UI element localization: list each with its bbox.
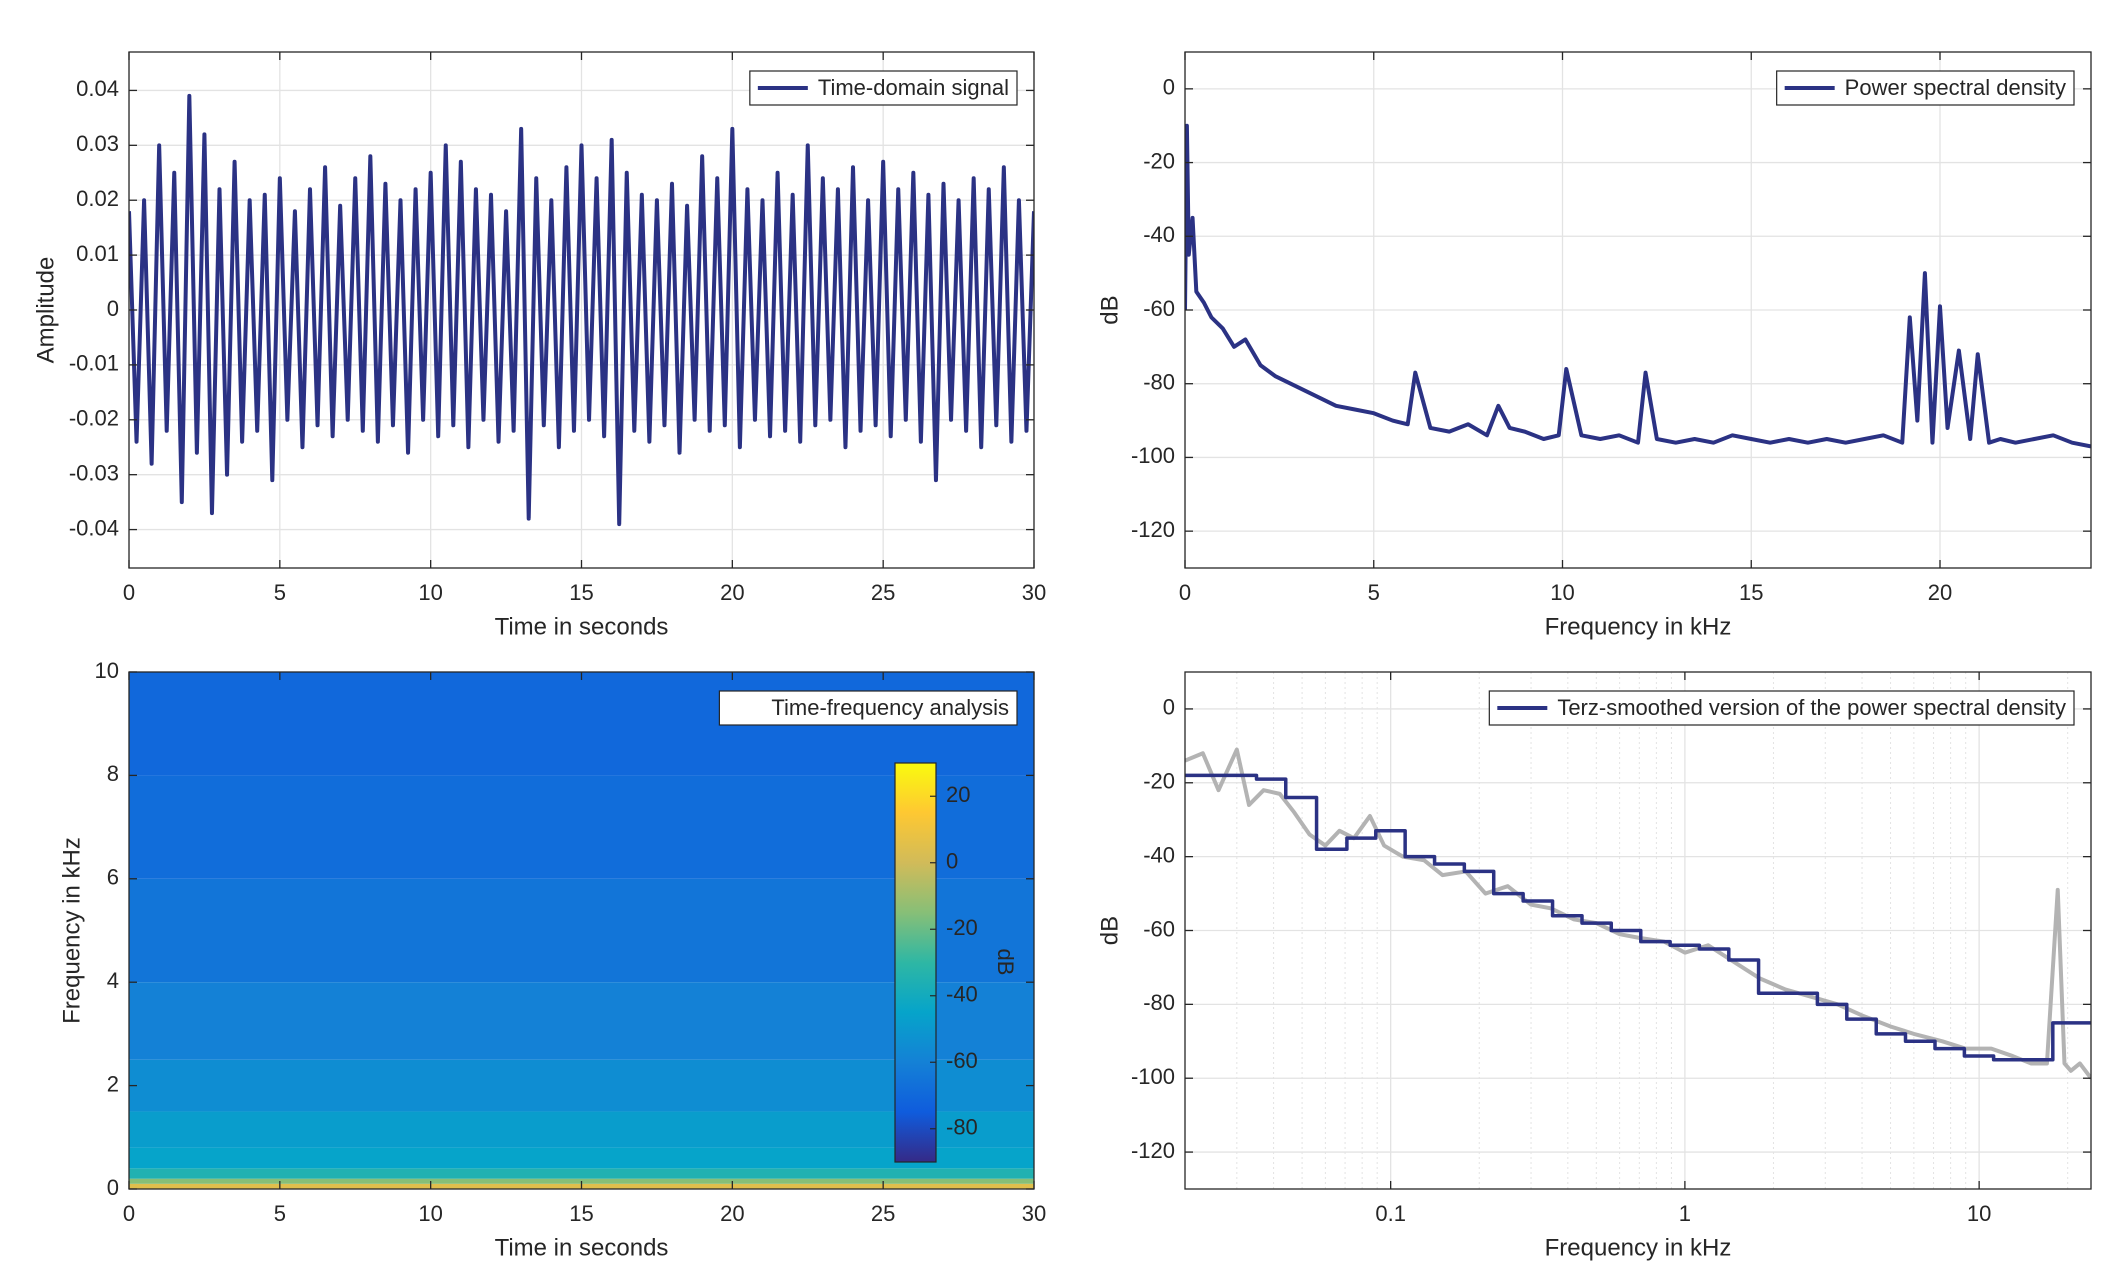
- heatmap-cell: [129, 878, 1034, 983]
- y-tick-label: -80: [1143, 370, 1175, 395]
- y-tick-label: -40: [1143, 222, 1175, 247]
- colorbar-tick-label: -80: [946, 1115, 978, 1140]
- x-tick-label: 10: [418, 580, 442, 605]
- y-tick-label: -100: [1131, 1064, 1175, 1089]
- colorbar-tick-label: -40: [946, 982, 978, 1007]
- x-tick-label: 20: [720, 580, 744, 605]
- y-tick-label: -40: [1143, 842, 1175, 867]
- plot-content: [1185, 672, 2091, 1189]
- colorbar-tick-label: -60: [946, 1048, 978, 1073]
- x-axis-label: Time in seconds: [495, 1234, 669, 1261]
- plot-content: [129, 672, 1034, 1189]
- y-axis-label: Frequency in kHz: [58, 837, 85, 1024]
- legend-box: [718, 690, 1018, 726]
- data-line: [1185, 773, 2091, 1062]
- y-tick-label: 4: [107, 968, 119, 993]
- y-tick-label: 10: [95, 658, 119, 683]
- x-tick-label: 10: [418, 1201, 442, 1226]
- y-tick-label: 0.03: [76, 131, 119, 156]
- y-axis-label: dB: [1096, 295, 1123, 324]
- y-axis-label: Amplitude: [32, 257, 59, 364]
- y-tick-label: 6: [107, 865, 119, 890]
- x-tick-label: 15: [569, 1201, 593, 1226]
- data-line: [129, 93, 1034, 527]
- x-tick-label: 25: [871, 580, 895, 605]
- x-tick-label: 0: [1179, 580, 1191, 605]
- y-tick-label: -0.01: [69, 351, 119, 376]
- heatmap-cell: [129, 1168, 1034, 1179]
- x-tick-label: 30: [1022, 580, 1046, 605]
- colorbar-tick-label: -20: [946, 915, 978, 940]
- y-tick-label: -20: [1143, 148, 1175, 173]
- legend-label: Terz-smoothed version of the power spect…: [1557, 695, 2066, 720]
- x-tick-label: 15: [569, 580, 593, 605]
- plot-content: [129, 52, 1034, 568]
- x-tick-label: 0: [123, 1201, 135, 1226]
- x-tick-label: 10: [1967, 1201, 1991, 1226]
- y-tick-label: -80: [1143, 990, 1175, 1015]
- x-axis-label: Time in seconds: [495, 613, 669, 640]
- x-tick-label: 5: [274, 1201, 286, 1226]
- colorbar: [894, 762, 937, 1163]
- data-line: [1185, 747, 2091, 1080]
- y-axis-label: dB: [1096, 916, 1123, 945]
- x-tick-label: 5: [274, 580, 286, 605]
- x-axis-label: Frequency in kHz: [1545, 1234, 1732, 1261]
- x-tick-label: 15: [1739, 580, 1763, 605]
- y-tick-label: -60: [1143, 296, 1175, 321]
- y-tick-label: -0.04: [69, 515, 119, 540]
- y-tick-label: -100: [1131, 443, 1175, 468]
- y-tick-label: 0: [1163, 695, 1175, 720]
- legend-label: Time-domain signal: [818, 75, 1009, 100]
- x-tick-label: 20: [720, 1201, 744, 1226]
- y-tick-label: 0: [107, 1175, 119, 1200]
- x-tick-label: 20: [1928, 580, 1952, 605]
- heatmap-cell: [129, 982, 1034, 1060]
- data-line: [1185, 123, 2091, 449]
- y-tick-label: -0.02: [69, 406, 119, 431]
- y-tick-label: 8: [107, 761, 119, 786]
- heatmap-cell: [129, 775, 1034, 879]
- y-tick-label: -120: [1131, 517, 1175, 542]
- x-tick-label: 5: [1368, 580, 1380, 605]
- y-tick-label: -60: [1143, 916, 1175, 941]
- legend-box: [1488, 690, 2075, 726]
- x-tick-label: 10: [1550, 580, 1574, 605]
- y-tick-label: -20: [1143, 769, 1175, 794]
- x-axis-label: Frequency in kHz: [1545, 613, 1732, 640]
- legend-label: Time-frequency analysis: [771, 695, 1009, 720]
- y-tick-label: 0.02: [76, 186, 119, 211]
- colorbar-tick-label: 0: [946, 849, 958, 874]
- x-tick-label: 1: [1679, 1201, 1691, 1226]
- heatmap-cell: [129, 1111, 1034, 1148]
- y-tick-label: 0.04: [76, 76, 119, 101]
- x-tick-label: 0: [123, 580, 135, 605]
- heatmap-cell: [129, 1059, 1034, 1112]
- legend-label: Power spectral density: [1845, 75, 2066, 100]
- y-tick-label: 0: [107, 296, 119, 321]
- plot-content: [1185, 52, 2091, 568]
- colorbar-tick-label: 20: [946, 782, 970, 807]
- y-tick-label: 2: [107, 1071, 119, 1096]
- x-tick-label: 25: [871, 1201, 895, 1226]
- y-tick-label: 0: [1163, 75, 1175, 100]
- y-tick-label: -120: [1131, 1138, 1175, 1163]
- y-tick-label: 0.01: [76, 241, 119, 266]
- x-tick-label: 30: [1022, 1201, 1046, 1226]
- heatmap-cell: [129, 1147, 1034, 1169]
- colorbar-label: dB: [993, 949, 1018, 976]
- y-tick-label: -0.03: [69, 460, 119, 485]
- x-tick-label: 0.1: [1375, 1201, 1406, 1226]
